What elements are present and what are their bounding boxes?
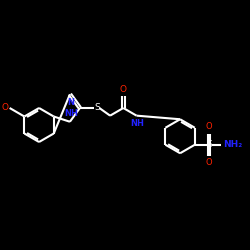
Text: N: N bbox=[67, 98, 74, 107]
Text: O: O bbox=[206, 158, 212, 167]
Text: NH₂: NH₂ bbox=[223, 140, 242, 149]
Text: S: S bbox=[206, 140, 212, 149]
Text: NH: NH bbox=[130, 119, 144, 128]
Text: S: S bbox=[94, 104, 100, 112]
Text: NH: NH bbox=[64, 109, 78, 118]
Text: O: O bbox=[120, 85, 127, 94]
Text: O: O bbox=[206, 122, 212, 132]
Text: O: O bbox=[2, 103, 9, 112]
